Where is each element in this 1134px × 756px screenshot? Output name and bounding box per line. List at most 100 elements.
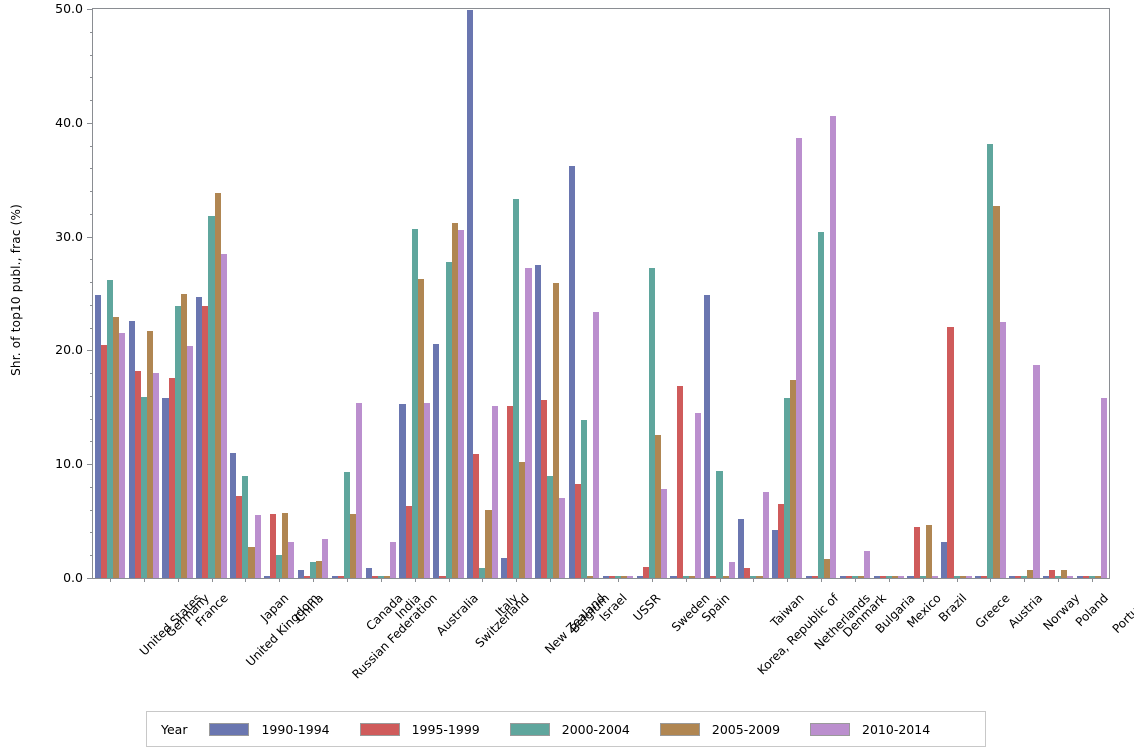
bar (100, 344, 107, 578)
bar (174, 306, 181, 578)
bar (534, 265, 542, 578)
x-tick-mark (516, 578, 518, 582)
bar (220, 253, 227, 578)
bar (620, 576, 628, 578)
bar (112, 317, 120, 578)
x-tick-mark (279, 578, 281, 582)
bar (146, 331, 153, 578)
legend-entry[interactable]: 2000-2004 (509, 721, 630, 737)
legend-entry[interactable]: 2010-2014 (810, 722, 930, 737)
bar (365, 567, 372, 578)
y-tick-mark (87, 578, 93, 579)
bar (830, 115, 837, 578)
y-tick-mark (89, 191, 93, 193)
bar-group (704, 9, 735, 578)
bar-group (805, 9, 837, 578)
bar (248, 547, 255, 578)
bar (230, 452, 237, 578)
bar (873, 576, 880, 578)
bar-group (670, 9, 701, 578)
bar-group (534, 9, 566, 578)
bar (851, 576, 859, 578)
bar (399, 403, 406, 578)
bar (574, 483, 581, 578)
bars-container (93, 9, 1109, 578)
y-tick-mark (89, 441, 93, 443)
bar-group (365, 9, 397, 578)
bar (1021, 576, 1028, 578)
bar (559, 498, 566, 578)
bar (931, 576, 938, 578)
bar (389, 541, 397, 578)
bar (288, 541, 295, 578)
bar (168, 377, 175, 578)
bar (627, 576, 634, 578)
bar (270, 514, 277, 578)
bar (1033, 365, 1040, 578)
bar (1101, 398, 1108, 578)
bar (941, 541, 948, 578)
bar (128, 320, 135, 578)
y-tick-label: 50.0 (55, 1, 83, 16)
bar (433, 343, 440, 578)
bar (965, 576, 972, 578)
x-tick-mark (753, 578, 755, 582)
bar (282, 513, 289, 578)
bar (642, 566, 649, 578)
y-tick-mark (89, 418, 93, 420)
legend-color-swatch (359, 722, 400, 736)
bar (479, 567, 486, 578)
x-tick-mark (990, 578, 992, 582)
plot-area: 0.0 10.0 20.0 30.0 40.0 50.0 (55, 1, 1110, 585)
bar (208, 216, 215, 578)
x-tick-mark (651, 578, 653, 582)
bar (1067, 576, 1074, 578)
x-axis-category-label: Austria (1005, 591, 1046, 631)
legend-entry[interactable]: 1995-1999 (359, 722, 480, 737)
bar (738, 518, 745, 578)
bar (879, 576, 886, 578)
x-tick-mark (414, 578, 416, 582)
bar (824, 558, 831, 578)
y-tick-label: 0.0 (63, 570, 83, 585)
bar (959, 576, 966, 578)
bar (383, 576, 390, 578)
bar (202, 306, 209, 578)
bar (716, 471, 723, 578)
bar (276, 555, 283, 578)
bar (925, 524, 932, 578)
x-tick-mark (211, 578, 213, 582)
x-axis-category-label: Portugal (1109, 591, 1134, 637)
bar (654, 434, 661, 578)
bar (682, 576, 689, 578)
x-tick-mark (1092, 578, 1094, 582)
legend-series-label: 2000-2004 (561, 721, 630, 737)
bar-group (128, 9, 160, 578)
legend-entry[interactable]: 1990-1994 (209, 722, 330, 737)
bar (140, 397, 147, 578)
bar (953, 576, 960, 578)
bar (568, 166, 575, 578)
chart-legend: Year 1990-1994 1995-1999 2000-2004 2005-200… (146, 711, 986, 747)
bar (94, 294, 101, 578)
bar-group (873, 9, 905, 578)
bar (608, 576, 615, 578)
bar (405, 506, 412, 578)
x-axis-category-label: China (292, 591, 327, 626)
y-tick-label: 20.0 (55, 342, 83, 358)
bar (796, 137, 803, 578)
y-tick-mark (89, 54, 93, 56)
legend-color-swatch (509, 722, 550, 736)
y-tick-mark (87, 9, 93, 10)
bar-group (331, 9, 363, 578)
bar (1009, 576, 1016, 578)
bar (897, 576, 905, 578)
bar-group (772, 9, 803, 578)
bar (303, 576, 311, 578)
bar-group (568, 9, 600, 578)
legend-entry[interactable]: 2005-2009 (659, 722, 780, 737)
bar (297, 570, 304, 578)
bar (694, 413, 701, 578)
bar-group (467, 9, 498, 578)
